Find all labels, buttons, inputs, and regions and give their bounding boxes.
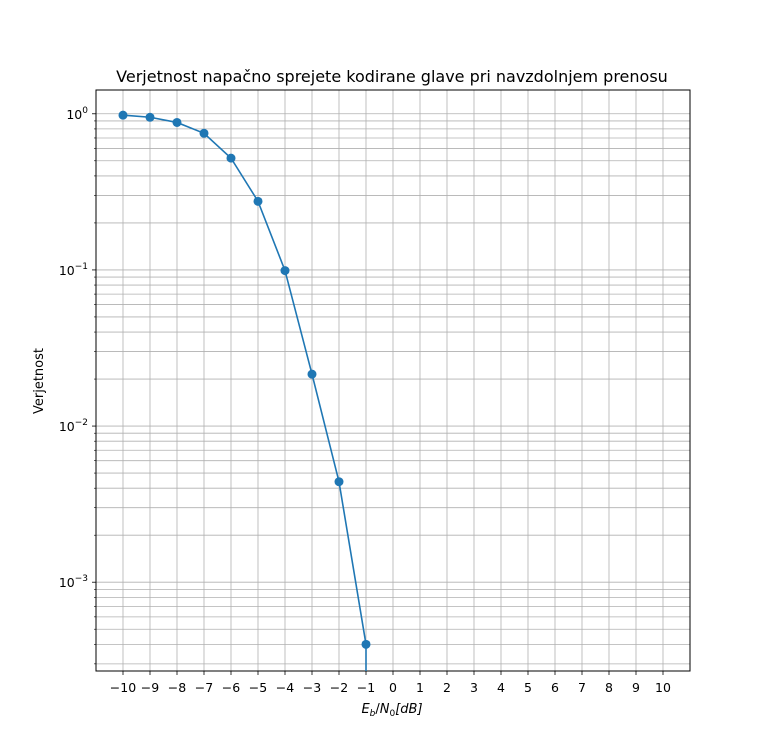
x-tick-label: 4 bbox=[497, 680, 505, 695]
y-tick-label: 10−2 bbox=[59, 418, 88, 434]
x-axis-label-e: E bbox=[361, 702, 370, 717]
x-axis-label-db: [dB] bbox=[395, 702, 422, 717]
x-axis-label-slash: / bbox=[375, 702, 380, 717]
chart-title: Verjetnost napačno sprejete kodirane gla… bbox=[116, 67, 668, 86]
y-axis-label: Verjetnost bbox=[32, 348, 47, 414]
x-tick-label: −3 bbox=[303, 680, 321, 695]
x-tick-label: 9 bbox=[632, 680, 640, 695]
x-tick-label: 10 bbox=[655, 680, 671, 695]
grid-layer bbox=[96, 90, 690, 671]
series-layer bbox=[118, 110, 371, 671]
x-tick-label: 1 bbox=[416, 680, 424, 695]
y-ticks: 100 10−1 10−2 10−3 bbox=[59, 106, 96, 665]
x-tick-label: 7 bbox=[578, 680, 586, 695]
x-axis-label: Eb/N0[dB] bbox=[361, 702, 422, 719]
x-tick-label: 5 bbox=[524, 680, 532, 695]
x-tick-label: 0 bbox=[389, 680, 397, 695]
data-point bbox=[172, 117, 182, 127]
x-ticks: −10 −9 −8 −7 −6 −5 −4 −3 −2 −1 0 1 2 3 4 5 6 7 8 9 10 bbox=[110, 671, 671, 695]
x-tick-label: −7 bbox=[195, 680, 213, 695]
x-tick-label: −2 bbox=[330, 680, 348, 695]
data-point bbox=[199, 128, 209, 138]
x-tick-label: −10 bbox=[110, 680, 136, 695]
x-axis-label-n: N bbox=[380, 702, 390, 717]
x-axis-label-b: b bbox=[370, 709, 376, 719]
x-tick-label: −5 bbox=[249, 680, 267, 695]
data-point bbox=[253, 196, 263, 206]
y-tick-label: 10−3 bbox=[59, 574, 88, 590]
x-axis-label-zero: 0 bbox=[390, 709, 396, 719]
data-point bbox=[226, 153, 236, 163]
x-tick-label: 8 bbox=[605, 680, 613, 695]
data-point bbox=[118, 110, 128, 120]
series-line bbox=[122, 114, 367, 645]
x-tick-label: 3 bbox=[470, 680, 478, 695]
data-point bbox=[361, 639, 371, 649]
x-tick-label: −4 bbox=[276, 680, 294, 695]
y-tick-label: 10−1 bbox=[59, 262, 88, 278]
y-tick-label: 100 bbox=[66, 106, 88, 122]
data-point bbox=[145, 112, 155, 122]
x-tick-label: −1 bbox=[357, 680, 375, 695]
x-tick-label: 2 bbox=[443, 680, 451, 695]
x-tick-label: −8 bbox=[168, 680, 186, 695]
x-tick-label: 6 bbox=[551, 680, 559, 695]
data-point bbox=[334, 477, 344, 487]
x-tick-label: −6 bbox=[222, 680, 240, 695]
data-point bbox=[280, 266, 290, 276]
data-point bbox=[307, 369, 317, 379]
x-tick-label: −9 bbox=[141, 680, 159, 695]
